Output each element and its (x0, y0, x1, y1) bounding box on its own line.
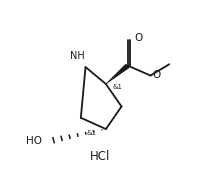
Text: O: O (153, 70, 161, 80)
Text: NH: NH (69, 51, 84, 61)
Text: HCl: HCl (90, 150, 110, 163)
Text: HO: HO (26, 136, 42, 146)
Text: &1: &1 (86, 130, 97, 136)
Text: O: O (134, 33, 142, 43)
Text: &1: &1 (112, 85, 122, 90)
Polygon shape (106, 64, 130, 84)
